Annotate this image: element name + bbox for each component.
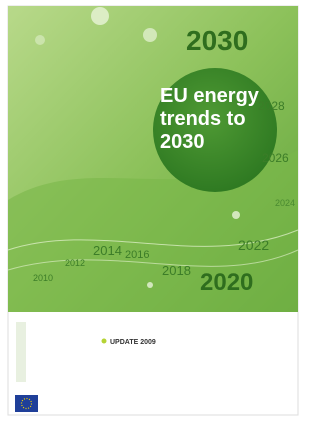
top-year: 2030 [186, 25, 248, 56]
bubble [35, 35, 45, 45]
eu-flag [15, 395, 38, 412]
year-label: 2016 [125, 249, 149, 261]
bubble [147, 282, 153, 288]
title-line: EU energy [160, 85, 260, 107]
year-label: 2014 [93, 243, 122, 258]
bubble [143, 28, 157, 42]
year-label: 2018 [162, 263, 191, 278]
year-label: 2024 [275, 198, 295, 208]
cover-page: 2030 EU energy trends to 2030 2028 2026 20… [0, 0, 307, 421]
year-label: 2028 [258, 99, 285, 113]
bubble [232, 211, 240, 219]
title-line: trends to [160, 108, 246, 130]
title-line: 2030 [160, 131, 205, 153]
year-label: 2012 [65, 258, 85, 268]
bullet [102, 339, 107, 344]
year-label: 2020 [200, 269, 253, 296]
update-label: UPDATE 2009 [110, 339, 156, 346]
year-label: 2022 [238, 237, 269, 253]
side-logo [16, 322, 26, 382]
bubble [91, 7, 109, 25]
year-label: 2010 [33, 273, 53, 283]
year-label: 2026 [262, 151, 289, 165]
